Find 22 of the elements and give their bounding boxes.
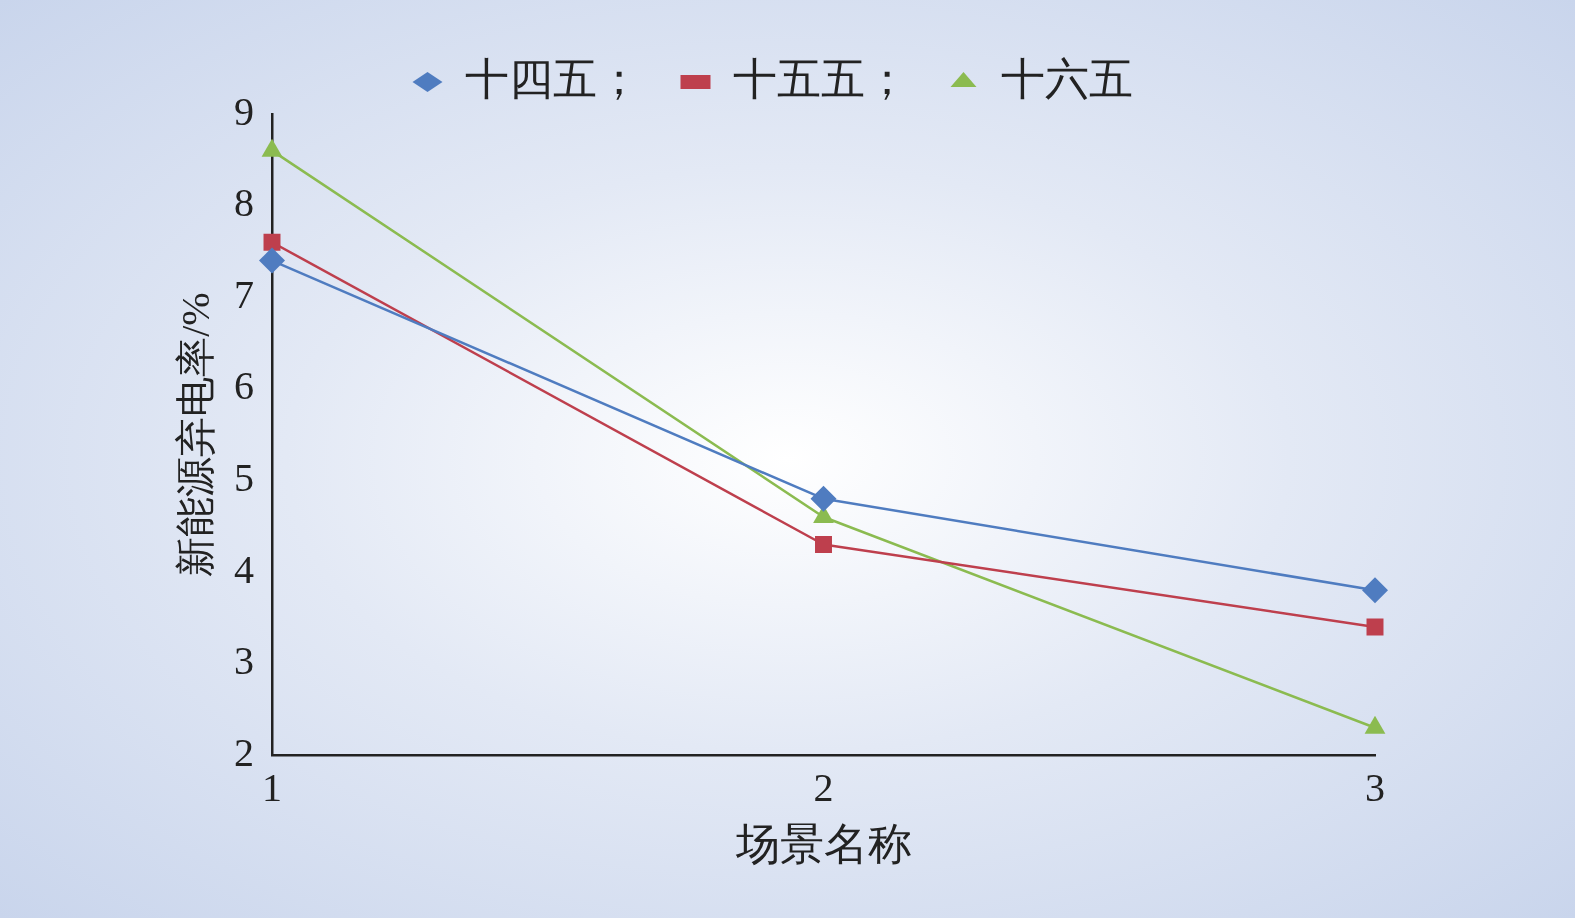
y-tick-label: 9 [234, 88, 254, 134]
y-tick-label: 6 [234, 363, 254, 409]
point [810, 485, 837, 512]
point [263, 233, 281, 251]
point [259, 247, 285, 274]
legend-label: 十六五 [1000, 54, 1133, 104]
y-axis-title: 新能源弃电率/% [172, 292, 218, 577]
x-axis-title: 场景名称 [734, 820, 912, 870]
y-tick-label: 7 [234, 271, 254, 317]
y-tick-label: 5 [234, 454, 254, 500]
y-tick-label: 3 [234, 638, 254, 684]
point [815, 536, 832, 554]
point [1366, 618, 1384, 636]
y-tick-label: 4 [234, 546, 254, 592]
legend-label: 十四五； [464, 54, 641, 104]
point [1362, 577, 1388, 604]
x-tick-label: 1 [262, 764, 282, 810]
y-tick-label: 8 [234, 180, 254, 226]
legend-label: 十五五； [732, 54, 909, 104]
x-tick-label: 2 [813, 764, 834, 810]
x-tick-label: 3 [1365, 764, 1385, 810]
y-tick-label: 2 [234, 729, 254, 775]
